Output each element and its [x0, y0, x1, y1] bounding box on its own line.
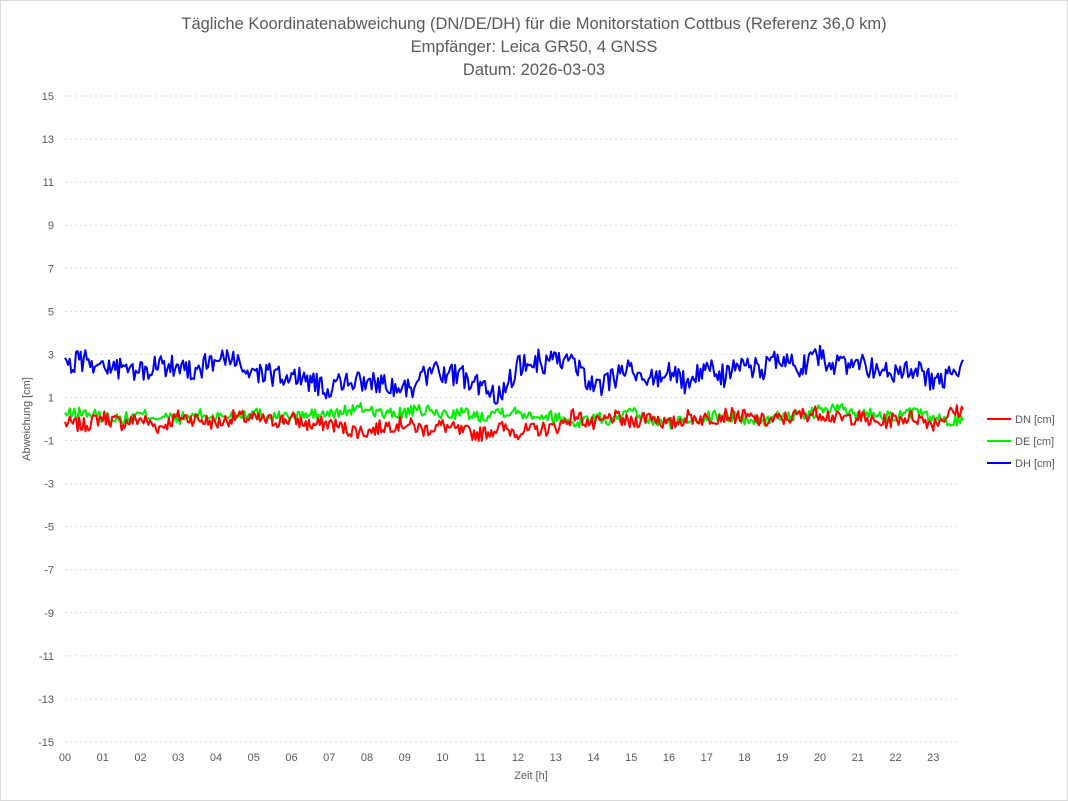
y-tick-label: 5: [48, 306, 54, 318]
y-tick-label: 15: [42, 91, 54, 103]
x-tick-label: 14: [587, 752, 599, 764]
y-tick-labels: 15 13 11 9 7 5 3 1 -1 -3 -5 -7 -9 -11 -13 -15: [38, 91, 54, 749]
x-tick-label: 19: [776, 752, 788, 764]
y-tick-label: -1: [44, 436, 54, 448]
chart-subtitle: Empfänger: Leica GR50, 4 GNSS: [411, 38, 658, 56]
x-tick-label: 15: [625, 752, 637, 764]
series-line-dh: [64, 344, 964, 405]
x-axis-title: Zeit [h]: [514, 770, 548, 782]
x-tick-label: 10: [436, 752, 448, 764]
x-tick-label: 00: [59, 752, 71, 764]
y-tick-label: -9: [44, 608, 54, 620]
chart-title: Tägliche Koordinatenabweichung (DN/DE/DH…: [181, 15, 886, 33]
y-axis-title: Abweichung [cm]: [21, 377, 33, 461]
legend-label-de: DE [cm]: [1015, 436, 1054, 448]
x-tick-labels: 00 01 02 03 04 05 06 07 08 09 10 11 12 13 14 15 16 17 18 19…: [59, 752, 940, 764]
legend-item-dh[interactable]: DH [cm]: [987, 458, 1055, 470]
series-line-dn: [64, 404, 964, 442]
x-tick-label: 23: [927, 752, 939, 764]
x-tick-label: 16: [663, 752, 675, 764]
x-tick-label: 01: [97, 752, 109, 764]
y-tick-label: -11: [39, 651, 54, 663]
y-tick-label: -5: [44, 522, 54, 534]
y-tick-label: 7: [48, 263, 54, 275]
x-tick-label: 04: [210, 752, 222, 764]
x-tick-label: 12: [512, 752, 524, 764]
x-tick-label: 13: [550, 752, 562, 764]
x-tick-label: 22: [889, 752, 901, 764]
x-tick-label: 02: [134, 752, 146, 764]
x-tick-label: 03: [172, 752, 184, 764]
y-tick-label: -13: [38, 694, 54, 706]
x-tick-label: 07: [323, 752, 335, 764]
legend[interactable]: DN [cm] DE [cm] DH [cm]: [987, 414, 1055, 470]
y-tick-label: -15: [38, 737, 54, 749]
x-tick-label: 21: [852, 752, 864, 764]
y-tick-label: 13: [42, 134, 54, 146]
y-tick-label: -7: [44, 565, 54, 577]
y-tick-label: 3: [48, 349, 54, 361]
chart-date: Datum: 2026-03-03: [463, 61, 605, 79]
x-tick-label: 05: [248, 752, 260, 764]
legend-item-de[interactable]: DE [cm]: [987, 436, 1054, 448]
x-tick-label: 17: [701, 752, 713, 764]
x-tick-label: 06: [285, 752, 297, 764]
x-tick-label: 18: [738, 752, 750, 764]
legend-label-dh: DH [cm]: [1015, 458, 1055, 470]
x-tick-label: 09: [399, 752, 411, 764]
x-tick-label: 08: [361, 752, 373, 764]
legend-label-dn: DN [cm]: [1015, 414, 1055, 426]
series-lines: [64, 344, 965, 442]
x-tick-label: 11: [475, 752, 486, 764]
y-tick-label: 11: [43, 177, 54, 189]
x-tick-label: 20: [814, 752, 826, 764]
y-tick-label: 1: [48, 392, 54, 404]
legend-item-dn[interactable]: DN [cm]: [987, 414, 1055, 426]
y-tick-label: -3: [44, 479, 54, 491]
y-tick-label: 9: [48, 220, 54, 232]
